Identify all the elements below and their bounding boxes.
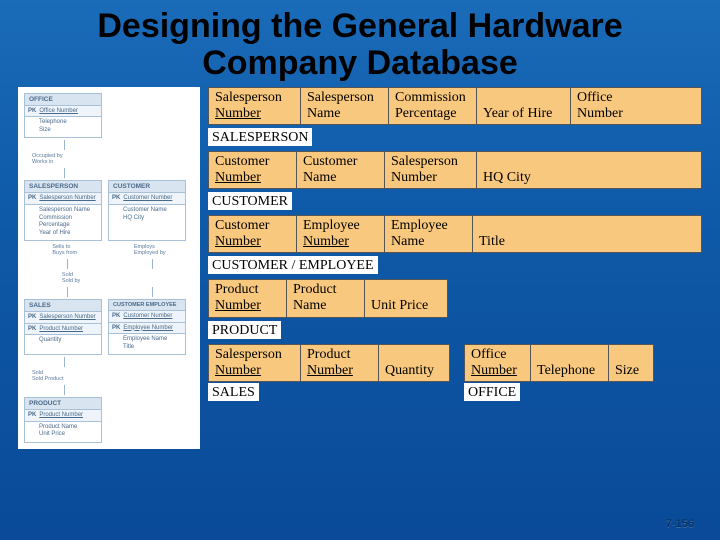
entity-office-name: OFFICE (25, 94, 101, 106)
table-column: CustomerNumber (209, 216, 297, 252)
entity-sales-name: SALES (25, 300, 101, 312)
connector (64, 385, 65, 395)
connector (24, 259, 194, 269)
rel-sp-cust: Sells to Buys fromEmploys Employed by (24, 243, 194, 257)
customer-pk: Customer Number (123, 195, 172, 202)
customer-attrs: Customer NameHQ City (109, 205, 185, 225)
table-column: SalespersonNumber (209, 88, 301, 124)
salesperson-attrs: Salesperson NameCommission PercentageYea… (25, 205, 101, 240)
table-column: ProductNumber (301, 345, 379, 381)
entity-sales: SALES PKSalesperson Number PKProduct Num… (24, 299, 102, 355)
table-column: CustomerNumber (209, 152, 297, 188)
page-number: 7-156 (666, 518, 694, 530)
product-pk: Product Number (39, 412, 83, 419)
table-product-label: PRODUCT (208, 321, 281, 339)
entity-customer-name: CUSTOMER (109, 181, 185, 193)
table-office: OfficeNumber Telephone Size (464, 344, 654, 382)
table-column: SalespersonNumber (385, 152, 477, 188)
relation-tables: SalespersonNumberSalespersonNameCommissi… (208, 87, 702, 449)
custemp-pk1: Customer Number (123, 313, 172, 320)
table-column: Title (473, 216, 533, 252)
er-diagram: OFFICE PKOffice Number TelephoneSize Occ… (18, 87, 200, 449)
table-office-label: OFFICE (464, 383, 520, 401)
table-column: Telephone (531, 345, 609, 381)
table-column: Size (609, 345, 653, 381)
rel-sp-sales: Sold Sold by (24, 271, 194, 285)
connector (24, 287, 194, 297)
table-customer-label: CUSTOMER (208, 192, 292, 210)
sales-attrs: Quantity (25, 335, 101, 348)
office-attrs: TelephoneSize (25, 117, 101, 137)
table-column: Quantity (379, 345, 449, 381)
salesperson-pk: Salesperson Number (39, 195, 95, 202)
table-column: Year of Hire (477, 88, 571, 124)
table-column: OfficeNumber (571, 88, 637, 124)
custemp-pk2: Employee Number (123, 325, 173, 332)
table-customer: CustomerNumberCustomerNameSalespersonNum… (208, 151, 702, 189)
sales-pk2: Product Number (39, 326, 83, 333)
office-pk: Office Number (39, 108, 78, 115)
table-sales-label: SALES (208, 383, 259, 401)
table-salesperson: SalespersonNumberSalespersonNameCommissi… (208, 87, 702, 125)
entity-custemp: CUSTOMER EMPLOYEE PKCustomer Number PKEm… (108, 299, 186, 355)
table-column: EmployeeName (385, 216, 473, 252)
rel-office-sp: Occupied by Works in (32, 152, 194, 166)
connector (64, 168, 65, 178)
table-column: ProductName (287, 280, 365, 316)
table-column: ProductNumber (209, 280, 287, 316)
table-column: OfficeNumber (465, 345, 531, 381)
entity-custemp-name: CUSTOMER EMPLOYEE (109, 300, 185, 311)
table-salesperson-label: SALESPERSON (208, 128, 312, 146)
table-column: Unit Price (365, 280, 443, 316)
entity-salesperson: SALESPERSON PKSalesperson Number Salespe… (24, 180, 102, 241)
table-column: HQ City (477, 152, 547, 188)
table-column: CommissionPercentage (389, 88, 477, 124)
content-area: OFFICE PKOffice Number TelephoneSize Occ… (0, 87, 720, 449)
entity-office: OFFICE PKOffice Number TelephoneSize (24, 93, 102, 139)
entity-customer: CUSTOMER PKCustomer Number Customer Name… (108, 180, 186, 241)
pk-label: PK (28, 108, 36, 115)
table-column: CustomerName (297, 152, 385, 188)
table-column: SalespersonName (301, 88, 389, 124)
entity-salesperson-name: SALESPERSON (25, 181, 101, 193)
table-customer-employee: CustomerNumberEmployeeNumberEmployeeName… (208, 215, 702, 253)
product-attrs: Product NameUnit Price (25, 422, 101, 442)
custemp-attrs: Employee NameTitle (109, 334, 185, 354)
sales-pk1: Salesperson Number (39, 314, 95, 321)
connector (64, 357, 65, 367)
entity-product: PRODUCT PKProduct Number Product NameUni… (24, 397, 102, 443)
connector (64, 140, 65, 150)
entity-product-name: PRODUCT (25, 398, 101, 410)
table-product: ProductNumberProductName Unit Price (208, 279, 448, 317)
rel-sales-prod: Sold Sold Product (32, 369, 194, 383)
table-sales: SalespersonNumberProductNumber Quantity (208, 344, 450, 382)
table-column: EmployeeNumber (297, 216, 385, 252)
slide-title: Designing the General Hardware Company D… (0, 0, 720, 87)
table-column: SalespersonNumber (209, 345, 301, 381)
table-custemp-label: CUSTOMER / EMPLOYEE (208, 256, 378, 274)
